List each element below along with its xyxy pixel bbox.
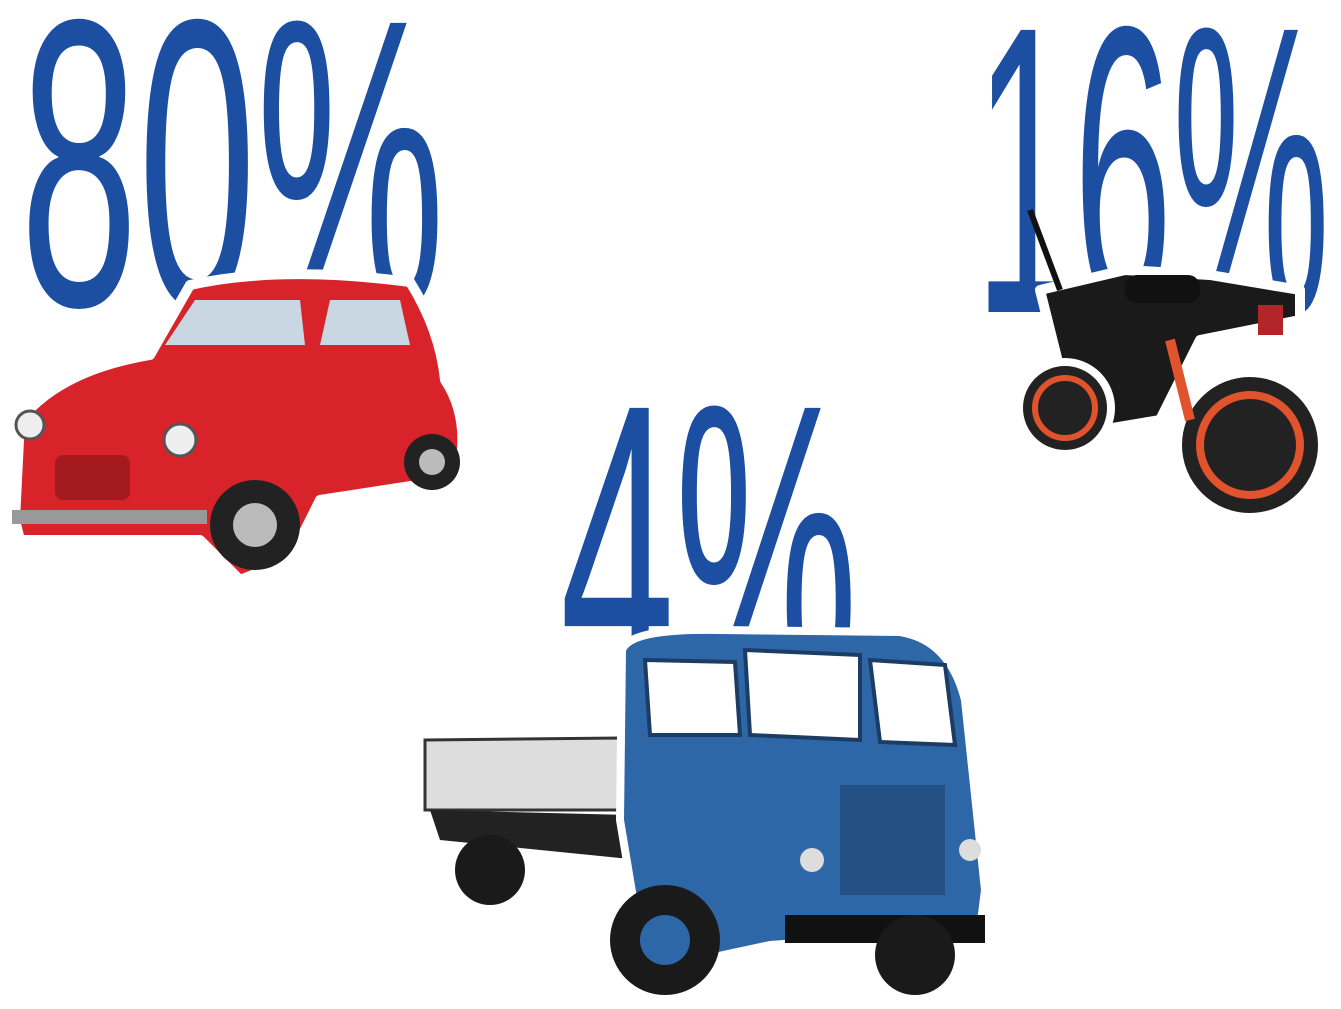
truck-image [423,625,989,995]
moped-image [1015,208,1326,521]
car-image [10,269,468,585]
car-details [12,300,460,570]
